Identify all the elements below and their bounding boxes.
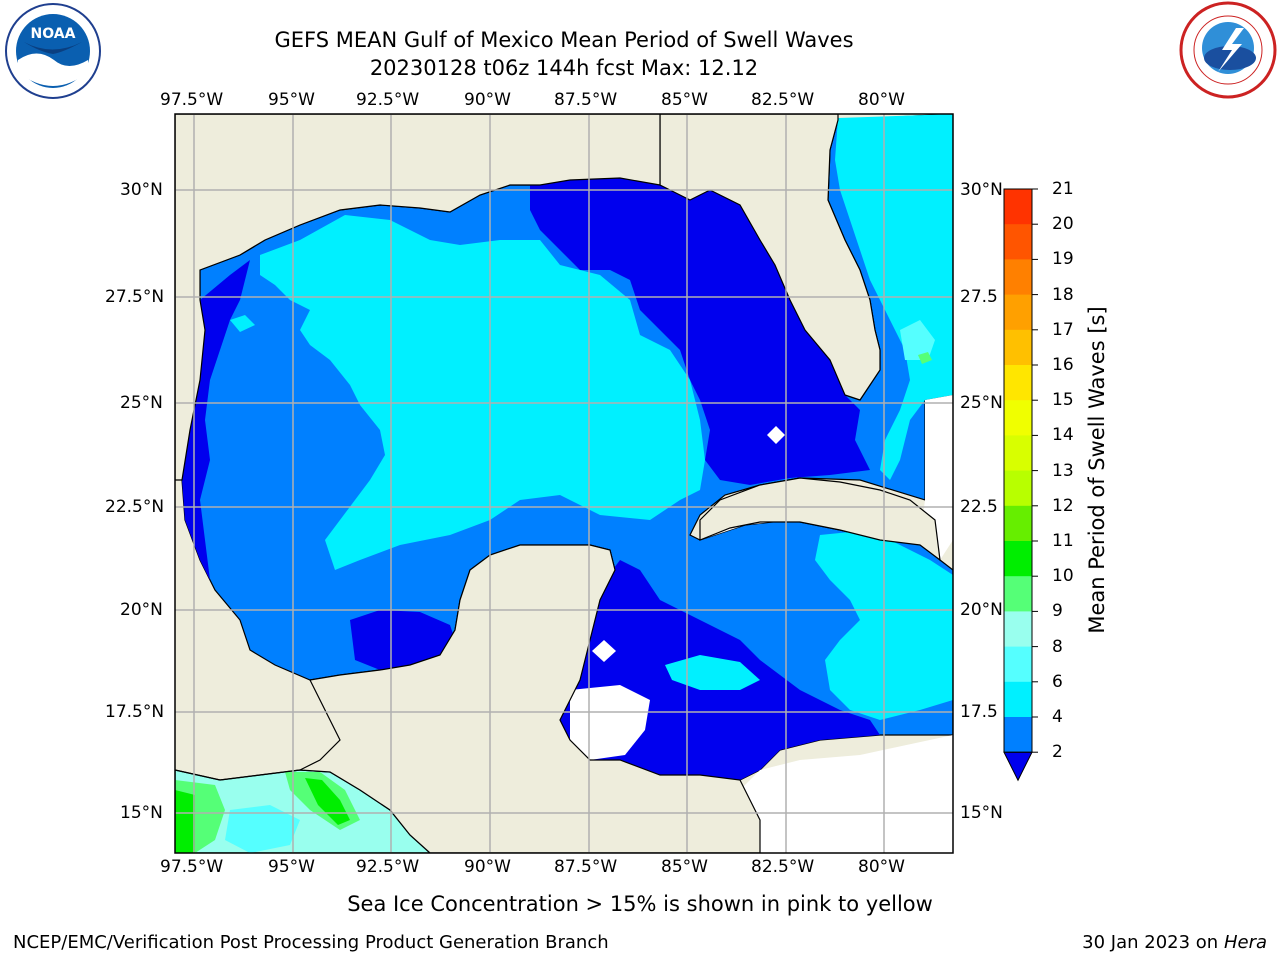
lon-label-bottom: 82.5°W [751,857,815,877]
lon-label-top: 97.5°W [160,90,224,110]
nodata-diamond-2 [592,640,616,662]
lat-label-left: 15°N [120,803,163,823]
lon-label-top: 80°W [858,90,905,110]
colorbar-segment [1004,224,1032,260]
lon-label-top: 92.5°W [356,90,420,110]
lon-label-top: 90°W [464,90,511,110]
producer-credit: NCEP/EMC/Verification Post Processing Pr… [13,932,609,953]
colorbar-segment [1004,576,1032,612]
lon-label-bottom: 87.5°W [554,857,618,877]
run-host: Hera [1223,932,1267,953]
colorbar-tick-label: 9 [1052,601,1063,622]
colorbar-segment [1004,294,1032,331]
colorbar-tick-label: 16 [1052,355,1074,375]
cyan-central-gulf [260,215,705,570]
lat-label-right: 15°N [960,803,1003,823]
colorbar-tick-label: 8 [1052,636,1063,657]
colorbar-segment [1004,470,1032,507]
colorbar-segment [1004,611,1032,648]
colorbar-tick-label: 12 [1052,495,1074,516]
colorbar-segment [1004,541,1032,577]
colorbar-segment [1004,646,1032,683]
cyan-patch-1 [230,315,255,332]
colorbar-tick-label: 20 [1052,214,1074,235]
colorbar-tick-label: 17 [1052,319,1074,340]
colorbar-tick-label: 2 [1052,742,1063,763]
lat-label-right: 25°N [960,393,1003,413]
lat-label-right: 17.5 [960,702,998,722]
colorbar-tick-label: 21 [1052,179,1074,199]
lat-label-right: 22.5 [960,497,998,517]
colorbar-tick-label: 18 [1052,284,1074,305]
nws-logo [1179,1,1277,99]
colorbar-tick-label: 10 [1052,566,1074,587]
chart-title: GEFS MEAN Gulf of Mexico Mean Period of … [274,28,854,52]
chart-subtitle: 20230128 t06z 144h fcst Max: 12.12 [369,56,759,80]
colorbar-segment [1004,435,1032,472]
run-date: 30 Jan 2023 on Hera [1082,932,1267,954]
dark-blue-bay-campeche [350,610,455,670]
land-central-america-shore [175,769,301,781]
map-gridlines [175,114,953,853]
colorbar-segment [1004,717,1032,753]
lon-label-bottom: 80°W [858,857,905,877]
lat-label-left: 22.5°N [105,497,165,517]
lightcyan-patch [900,320,935,360]
colorbar-segment [1004,329,1032,366]
lat-label-left: 30°N [120,180,163,200]
nodata-south [740,735,953,853]
colorbar-segment [1004,189,1032,225]
cyan-patch-2 [665,655,760,690]
map-frame [174,113,954,854]
land-florida [659,114,881,401]
run-date-text: 30 Jan 2023 on [1082,932,1224,953]
lat-label-left: 20°N [120,600,163,620]
lat-label-right: 30°N [960,180,1003,200]
colorbar-tick-label: 6 [1052,671,1063,692]
colorbar-tick-label: 4 [1052,707,1063,727]
lon-label-top: 85°W [661,90,708,110]
lat-label-left: 17.5°N [105,702,165,722]
colorbar-tick-label: 14 [1052,425,1074,446]
colorbar [1003,188,1038,782]
lon-label-bottom: 92.5°W [356,857,420,877]
colorbar-segment [1004,400,1032,436]
colorbar-segment [1004,505,1032,542]
land-yucatan [297,544,761,853]
colorbar-tick-label: 19 [1052,249,1074,270]
lon-label-bottom: 85°W [661,857,708,877]
lon-label-top: 82.5°W [751,90,815,110]
colorbar-segment [1004,365,1032,401]
dark-blue-west-edge [182,260,250,580]
noaa-logo-text: NOAA [31,26,76,42]
colorbar-label: Mean Period of Swell Waves [s] [1085,306,1109,634]
noaa-logo: NOAA [5,3,101,99]
lat-label-right: 20°N [960,600,1003,620]
nodata-diamond-1 [767,426,785,444]
lon-label-top: 87.5°W [554,90,618,110]
colorbar-tick-label: 15 [1052,390,1074,411]
lat-label-right: 27.5 [960,287,998,307]
lon-label-top: 95°W [268,90,315,110]
sea-ice-note: Sea Ice Concentration > 15% is shown in … [347,892,933,916]
colorbar-segment [1004,681,1032,718]
pacific-green-2 [175,790,195,853]
colorbar-tick-label: 13 [1052,460,1074,481]
lat-label-left: 27.5°N [105,287,165,307]
lon-label-bottom: 95°W [268,857,315,877]
pacific-cyan [225,805,300,853]
dark-blue-east-gulf [530,178,870,485]
colorbar-extend-arrow [1003,751,1033,782]
lat-label-left: 25°N [120,393,163,413]
colorbar-tick-label: 11 [1052,531,1074,551]
mint-patch [918,352,932,364]
lon-label-bottom: 97.5°W [160,857,224,877]
land-usa-coast [175,114,661,481]
nodata-yucatan [570,685,650,760]
colorbar-segment [1004,259,1032,296]
lon-label-bottom: 90°W [464,857,511,877]
